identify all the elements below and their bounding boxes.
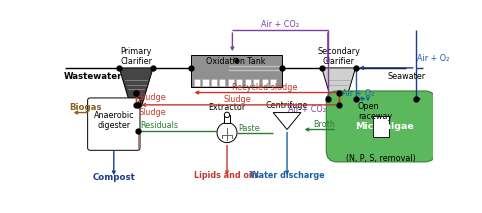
Text: Wastewater: Wastewater bbox=[64, 72, 122, 81]
Text: Air + CO₂: Air + CO₂ bbox=[261, 20, 299, 29]
Text: Residuals: Residuals bbox=[140, 121, 178, 130]
Text: Secondary
Clarifier: Secondary Clarifier bbox=[317, 47, 360, 66]
Text: Sludge: Sludge bbox=[138, 108, 166, 117]
Bar bbox=[228, 79, 234, 86]
Text: Water discharge: Water discharge bbox=[250, 171, 324, 180]
Text: Paste: Paste bbox=[239, 124, 260, 132]
Bar bbox=[194, 79, 200, 86]
Text: Broth: Broth bbox=[314, 120, 335, 129]
Text: Air + O₂: Air + O₂ bbox=[342, 89, 374, 98]
Bar bbox=[202, 79, 209, 86]
Text: Seawater: Seawater bbox=[388, 72, 426, 81]
Text: Recycled sludge: Recycled sludge bbox=[232, 83, 297, 92]
Bar bbox=[211, 79, 217, 86]
FancyBboxPatch shape bbox=[88, 98, 140, 150]
Text: Air + CO₂: Air + CO₂ bbox=[288, 105, 326, 114]
Bar bbox=[191, 55, 281, 87]
Text: Centrifuge: Centrifuge bbox=[266, 101, 308, 110]
Bar bbox=[270, 79, 276, 86]
Text: Primary
Clarifier: Primary Clarifier bbox=[120, 47, 152, 66]
Text: Open
raceway: Open raceway bbox=[358, 102, 392, 121]
Bar bbox=[253, 79, 259, 86]
Polygon shape bbox=[321, 68, 356, 106]
Bar bbox=[373, 116, 388, 137]
Text: Biogas: Biogas bbox=[69, 103, 102, 112]
Text: Anaerobic
digester: Anaerobic digester bbox=[94, 111, 134, 130]
Bar bbox=[245, 79, 251, 86]
Polygon shape bbox=[273, 112, 301, 130]
Text: Lipids and oils: Lipids and oils bbox=[194, 171, 260, 180]
Bar bbox=[219, 79, 226, 86]
FancyBboxPatch shape bbox=[326, 91, 436, 162]
Text: Compost: Compost bbox=[93, 173, 135, 182]
Bar bbox=[262, 79, 268, 86]
Text: Microalgae: Microalgae bbox=[356, 122, 414, 131]
Text: Extractor: Extractor bbox=[208, 103, 246, 112]
Text: (N, P, S, removal): (N, P, S, removal) bbox=[346, 154, 416, 163]
Circle shape bbox=[224, 112, 230, 118]
Bar bbox=[224, 115, 230, 123]
Text: Sludge: Sludge bbox=[138, 94, 166, 102]
Text: Sludge: Sludge bbox=[224, 95, 251, 104]
Circle shape bbox=[217, 122, 237, 142]
Bar bbox=[236, 79, 242, 86]
Text: Oxidation Tank: Oxidation Tank bbox=[206, 57, 266, 66]
Polygon shape bbox=[119, 68, 153, 106]
Text: Air + O₂: Air + O₂ bbox=[417, 54, 450, 63]
